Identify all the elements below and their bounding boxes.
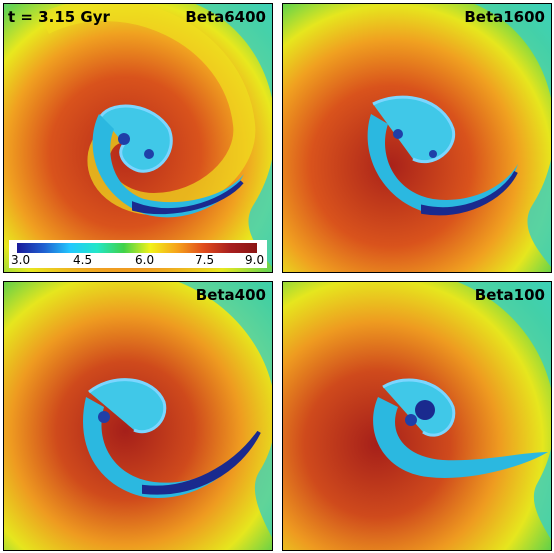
simulation-panel-beta100: Beta100 — [282, 281, 552, 551]
colorbar-tick: 4.5 — [73, 253, 93, 267]
colorbar-tick: 3.0 — [11, 253, 31, 267]
swirl-image — [283, 282, 551, 550]
swirl-image — [4, 282, 272, 550]
swirl-image — [283, 4, 551, 272]
colorbar-tick: 7.5 — [195, 253, 215, 267]
colorbar-tick: 9.0 — [245, 253, 265, 267]
panel-label: Beta400 — [195, 286, 266, 304]
colorbar: 3.0 4.5 6.0 7.5 9.0 — [9, 240, 267, 268]
simulation-panel-beta400: Beta400 — [3, 281, 273, 551]
simulation-panel-beta6400: t = 3.15 Gyr Beta6400 3.0 4.5 6.0 7.5 9.… — [3, 3, 273, 273]
simulation-panel-beta1600: Beta1600 — [282, 3, 552, 273]
time-label: t = 3.15 Gyr — [8, 8, 110, 26]
colorbar-gradient — [17, 243, 257, 253]
colorbar-tick: 6.0 — [135, 253, 155, 267]
swirl-image — [4, 4, 272, 272]
panel-label: Beta100 — [474, 286, 545, 304]
panel-label: Beta6400 — [185, 8, 266, 26]
panel-label: Beta1600 — [464, 8, 545, 26]
